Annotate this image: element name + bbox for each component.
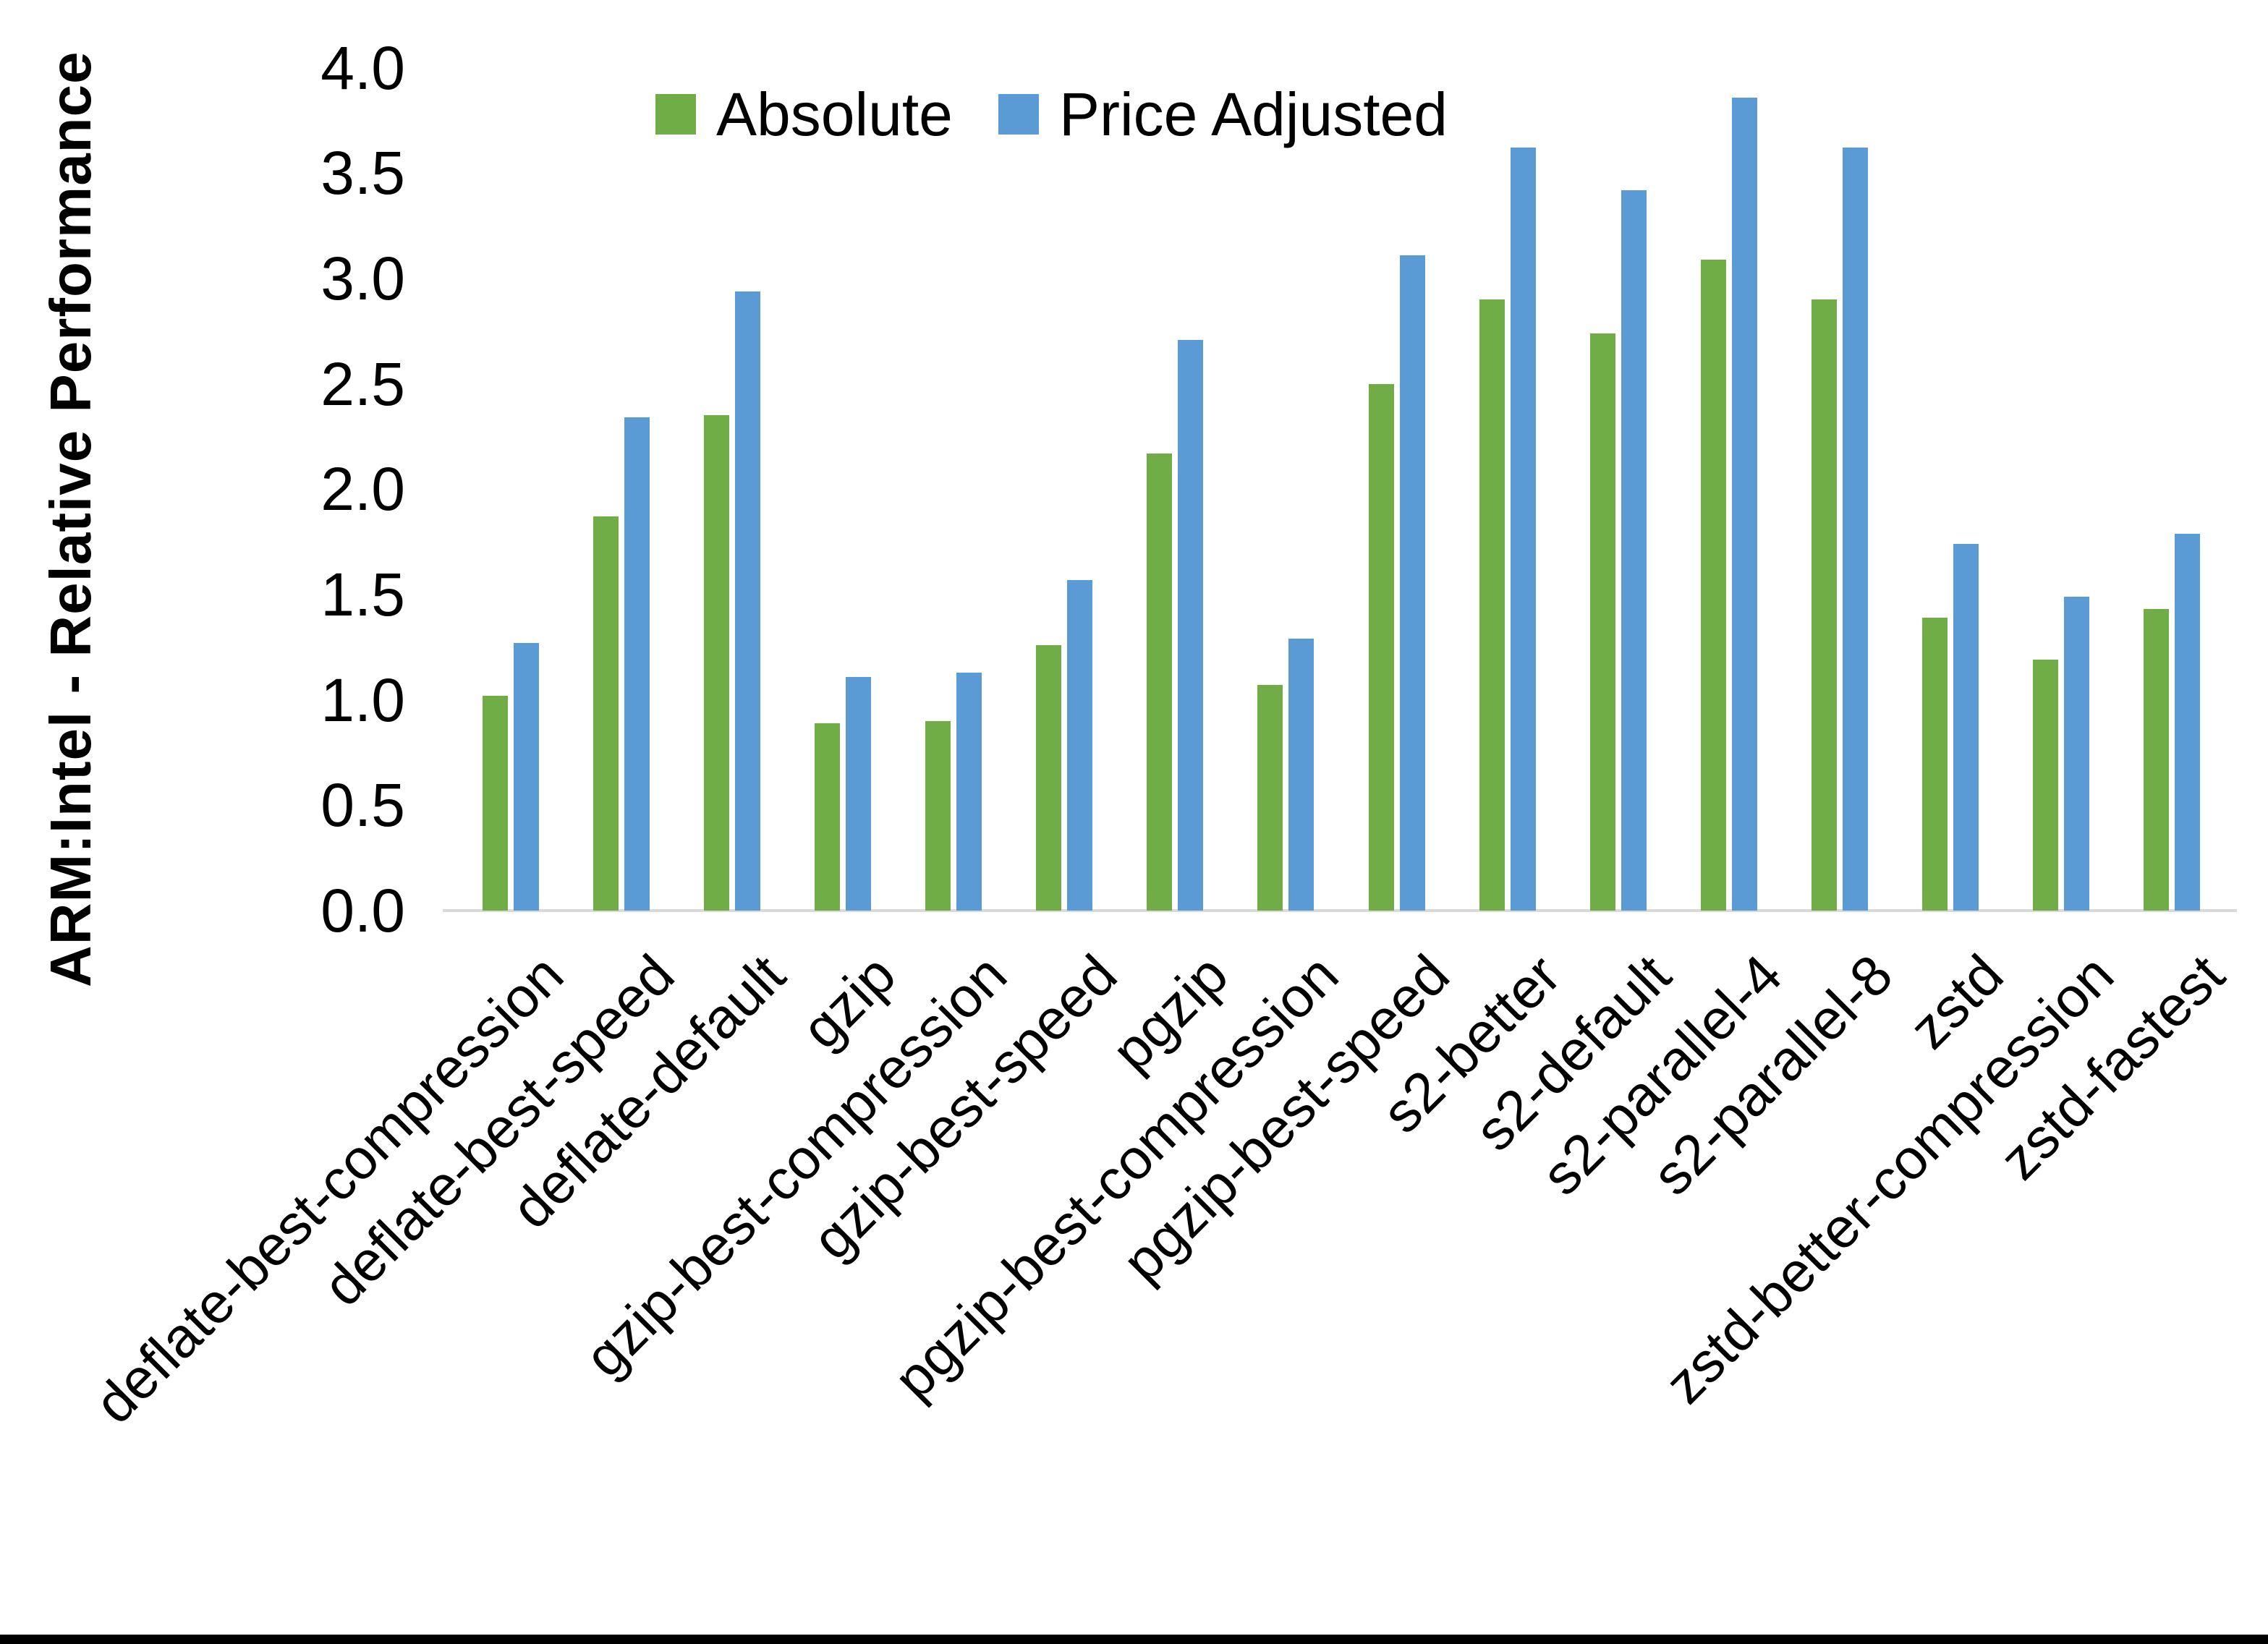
bar-absolute-gzip bbox=[815, 723, 841, 911]
legend-swatch-absolute bbox=[655, 94, 696, 135]
bar-price-adjusted-zstd-better-compression bbox=[2063, 596, 2089, 911]
bar-price-adjusted-deflate-best-compression bbox=[514, 643, 539, 911]
y-tick-2.5: 2.5 bbox=[320, 349, 405, 418]
bar-price-adjusted-zstd bbox=[1953, 544, 1979, 911]
bar-absolute-s2-better bbox=[1479, 299, 1505, 911]
bar-absolute-deflate-best-speed bbox=[593, 516, 619, 911]
y-tick-0.5: 0.5 bbox=[320, 771, 405, 840]
legend-swatch-price-adjusted bbox=[998, 94, 1039, 135]
legend-label-price-adjusted: Price Adjusted bbox=[1059, 80, 1448, 148]
bar-absolute-zstd-better-compression bbox=[2032, 660, 2058, 911]
y-tick-1.0: 1.0 bbox=[320, 665, 405, 734]
x-axis-baseline bbox=[443, 909, 2237, 912]
bar-price-adjusted-s2-parallel-8 bbox=[1842, 148, 1868, 911]
bar-absolute-deflate-default bbox=[704, 415, 730, 911]
bar-price-adjusted-pgzip-best-compression bbox=[1288, 639, 1314, 911]
bar-price-adjusted-gzip-best-speed bbox=[1067, 579, 1093, 911]
bar-absolute-gzip-best-speed bbox=[1036, 644, 1062, 911]
bar-price-adjusted-s2-better bbox=[1510, 148, 1536, 911]
bar-absolute-zstd bbox=[1921, 618, 1948, 911]
y-tick-3.0: 3.0 bbox=[320, 244, 405, 313]
bar-price-adjusted-s2-default bbox=[1621, 189, 1647, 911]
legend-item-absolute: Absolute bbox=[655, 80, 953, 149]
y-axis-title: ARM:Intel - Relative Performance bbox=[38, 51, 103, 987]
bar-absolute-pgzip-best-compression bbox=[1257, 685, 1283, 911]
bar-absolute-s2-parallel-4 bbox=[1700, 259, 1726, 911]
bar-absolute-s2-parallel-8 bbox=[1811, 299, 1837, 911]
bottom-border-bar bbox=[0, 1635, 2268, 1644]
legend-label-absolute: Absolute bbox=[716, 80, 953, 148]
bar-price-adjusted-deflate-default bbox=[735, 291, 761, 911]
x-label-deflate-best-compression: deflate-best-compression bbox=[82, 942, 576, 1436]
bar-absolute-deflate-best-compression bbox=[483, 695, 508, 911]
bar-absolute-gzip-best-compression bbox=[925, 720, 951, 911]
y-tick-1.5: 1.5 bbox=[320, 561, 405, 629]
bar-price-adjusted-pgzip bbox=[1178, 339, 1204, 911]
bar-absolute-s2-default bbox=[1589, 333, 1615, 911]
bar-price-adjusted-s2-parallel-4 bbox=[1731, 97, 1757, 911]
y-tick-3.5: 3.5 bbox=[320, 139, 405, 208]
bar-price-adjusted-gzip bbox=[846, 676, 872, 911]
bar-absolute-zstd-fastest bbox=[2144, 609, 2170, 911]
bar-price-adjusted-gzip-best-compression bbox=[956, 672, 982, 911]
bar-absolute-pgzip-best-speed bbox=[1368, 383, 1394, 911]
y-tick-2.0: 2.0 bbox=[320, 455, 405, 524]
bar-price-adjusted-zstd-fastest bbox=[2175, 533, 2201, 911]
bar-price-adjusted-deflate-best-speed bbox=[624, 417, 650, 911]
y-tick-0.0: 0.0 bbox=[320, 877, 405, 945]
legend-item-price-adjusted: Price Adjusted bbox=[998, 80, 1448, 149]
bar-price-adjusted-pgzip-best-speed bbox=[1399, 255, 1425, 911]
bar-absolute-pgzip bbox=[1147, 453, 1173, 911]
y-tick-4.0: 4.0 bbox=[320, 33, 405, 102]
